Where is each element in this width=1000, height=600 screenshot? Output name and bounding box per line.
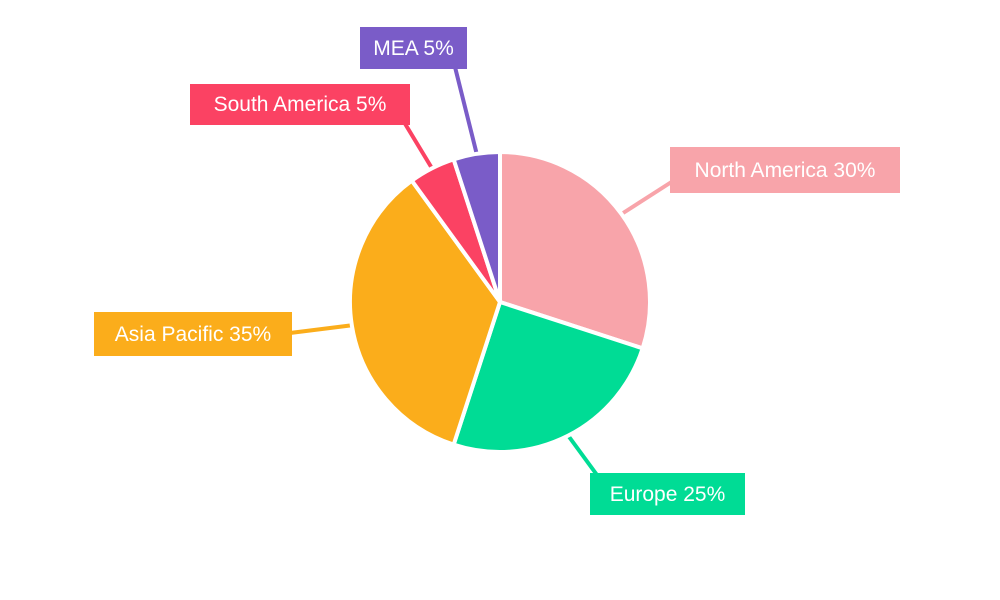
pie-slice-asia-pacific[interactable] bbox=[348, 178, 502, 447]
leader-line-europe bbox=[565, 432, 599, 477]
pie-slice-mea[interactable] bbox=[451, 150, 502, 304]
leader-line-north-america bbox=[618, 179, 675, 217]
leader-line-south-america bbox=[402, 120, 435, 172]
pie-slice-europe[interactable] bbox=[451, 300, 645, 454]
leader-line-mea bbox=[453, 65, 479, 157]
pie-slice-north-america[interactable] bbox=[498, 150, 652, 351]
leader-line-asia-pacific bbox=[288, 323, 356, 335]
